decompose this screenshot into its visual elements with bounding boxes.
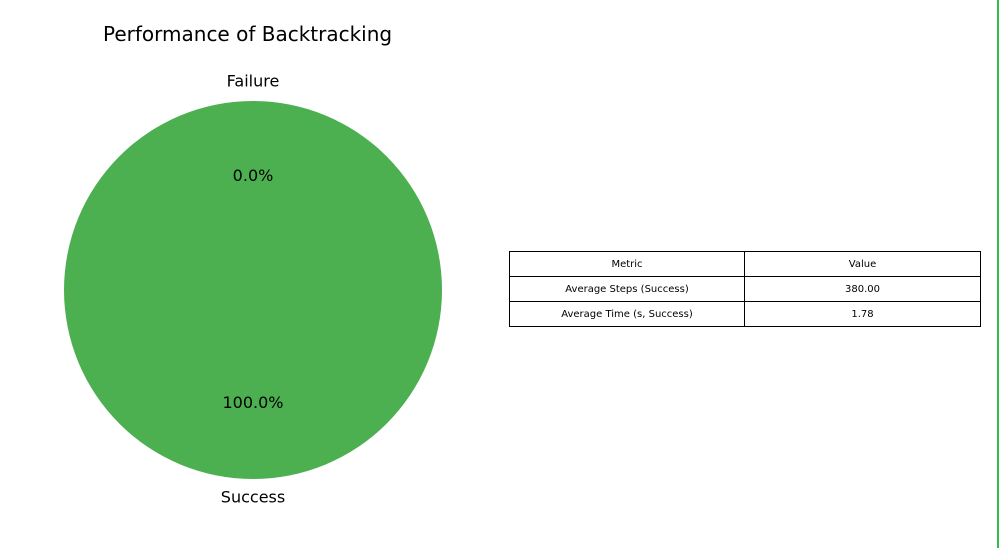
- table-cell-metric: Average Time (s, Success): [509, 301, 745, 327]
- table-cell-value: 380.00: [744, 276, 981, 302]
- table-row: Average Steps (Success) 380.00: [509, 276, 981, 302]
- table-cell-metric: Average Steps (Success): [509, 276, 745, 302]
- pie-label-success: Success: [221, 487, 285, 506]
- table-header-value: Value: [744, 251, 981, 277]
- metrics-table-wrapper: Metric Value Average Steps (Success) 380…: [509, 251, 981, 327]
- table-header-row: Metric Value: [509, 251, 981, 277]
- pie-pct-label-failure: 0.0%: [233, 166, 274, 185]
- table-header-metric: Metric: [509, 251, 745, 277]
- pie-label-failure: Failure: [227, 72, 280, 91]
- window-edge: [997, 0, 999, 548]
- pie-slice-success: [64, 101, 442, 479]
- chart-title: Performance of Backtracking: [103, 22, 393, 46]
- table-row: Average Time (s, Success) 1.78: [509, 301, 981, 327]
- metrics-table: Metric Value Average Steps (Success) 380…: [509, 251, 981, 327]
- pie-chart: Success 100.0% Failure 0.0%: [64, 72, 442, 506]
- table-cell-value: 1.78: [744, 301, 981, 327]
- pie-pct-label-success: 100.0%: [222, 393, 283, 412]
